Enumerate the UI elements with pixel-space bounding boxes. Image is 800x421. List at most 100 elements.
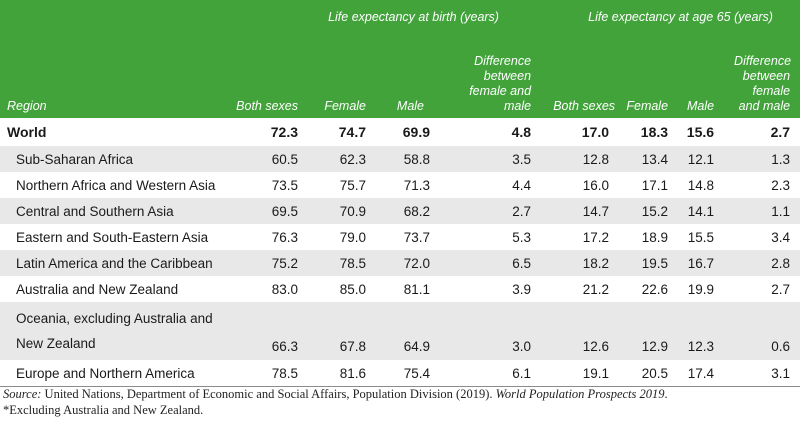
table-row: Europe and Northern America 78.5 81.6 75… xyxy=(0,360,800,387)
value-cell: 3.5 xyxy=(438,146,542,172)
value-cell: 17.4 xyxy=(676,360,723,387)
table-row: Eastern and South-Eastern Asia 76.3 79.0… xyxy=(0,224,800,250)
value-cell: 62.3 xyxy=(306,146,374,172)
value-cell: 12.9 xyxy=(617,302,677,360)
value-cell: 67.8 xyxy=(306,302,374,360)
value-cell: 12.8 xyxy=(541,146,618,172)
region-cell: Central and Southern Asia xyxy=(0,198,236,224)
value-cell: 18.3 xyxy=(640,124,669,140)
region-cell: World xyxy=(7,124,47,140)
table-row: Oceania, excluding Australia and New Zea… xyxy=(0,302,800,360)
value-cell: 6.5 xyxy=(438,250,542,276)
value-cell: 79.0 xyxy=(339,229,366,245)
header-column-row: Region Both sexes Female Male Difference… xyxy=(0,34,800,118)
value-cell: 73.5 xyxy=(271,177,298,193)
value-cell: 75.2 xyxy=(236,250,306,276)
value-cell: 3.0 xyxy=(438,302,542,360)
value-cell: 3.1 xyxy=(722,360,800,387)
value-cell: 19.5 xyxy=(617,250,677,276)
value-cell: 60.5 xyxy=(236,146,306,172)
value-cell: 74.7 xyxy=(338,124,366,140)
table-row: Australia and New Zealand 83.0 85.0 81.1… xyxy=(0,276,800,302)
value-cell: 78.5 xyxy=(236,360,306,387)
value-cell: 18.2 xyxy=(541,250,618,276)
footnote: *Excluding Australia and New Zealand. xyxy=(3,403,204,417)
value-cell: 81.6 xyxy=(306,360,374,387)
value-cell: 14.1 xyxy=(676,198,723,224)
value-cell: 81.1 xyxy=(403,281,430,297)
table-notes: Source: United Nations, Department of Ec… xyxy=(3,386,668,418)
value-cell: 22.6 xyxy=(641,281,669,297)
value-cell: 15.6 xyxy=(686,124,715,140)
value-cell: 14.8 xyxy=(687,177,715,193)
value-cell: 78.5 xyxy=(306,250,374,276)
value-cell: 6.1 xyxy=(438,360,542,387)
value-cell: 17.2 xyxy=(582,229,610,245)
value-cell: 21.2 xyxy=(582,281,610,297)
col-header-diff-birth: Difference between female and male xyxy=(438,34,542,118)
value-cell: 20.5 xyxy=(617,360,677,387)
value-cell: 19.9 xyxy=(687,281,715,297)
source-end: . xyxy=(664,387,668,401)
region-cell: Northern Africa and Western Asia xyxy=(16,177,216,193)
life-expectancy-table: Life expectancy at birth (years) Life ex… xyxy=(0,0,800,387)
region-cell: Australia and New Zealand xyxy=(16,281,179,297)
value-cell: 85.0 xyxy=(339,281,366,297)
value-cell: 1.1 xyxy=(722,198,800,224)
value-cell: 72.3 xyxy=(270,124,298,140)
value-cell: 3.9 xyxy=(512,281,532,297)
source-title: World Population Prospects 2019 xyxy=(495,387,665,401)
value-cell: 4.8 xyxy=(511,124,532,140)
group-header-age65: Life expectancy at age 65 (years) xyxy=(541,0,800,34)
region-cell: Europe and Northern America xyxy=(0,360,236,387)
value-cell: 17.1 xyxy=(641,177,669,193)
value-cell: 14.7 xyxy=(541,198,618,224)
table-row: Northern Africa and Western Asia 73.5 75… xyxy=(0,172,800,198)
value-cell: 12.6 xyxy=(541,302,618,360)
value-cell: 75.4 xyxy=(374,360,438,387)
value-cell: 69.9 xyxy=(402,124,430,140)
table-row: Central and Southern Asia 69.5 70.9 68.2… xyxy=(0,198,800,224)
value-cell: 12.1 xyxy=(676,146,723,172)
table-row-world: World 72.3 74.7 69.9 4.8 17.0 18.3 15.6 … xyxy=(0,118,800,146)
col-header-diff-65: Difference between female and male xyxy=(722,34,800,118)
value-cell: 16.7 xyxy=(676,250,723,276)
region-cell: Oceania, excluding Australia and New Zea… xyxy=(0,302,236,360)
value-cell: 71.3 xyxy=(403,177,430,193)
value-cell: 13.4 xyxy=(617,146,677,172)
col-header-both-65: Both sexes xyxy=(541,34,618,118)
col-header-female-65: Female xyxy=(617,34,677,118)
source-text: United Nations, Department of Economic a… xyxy=(41,387,496,401)
group-header-birth: Life expectancy at birth (years) xyxy=(236,0,542,34)
value-cell: 64.9 xyxy=(374,302,438,360)
value-cell: 0.6 xyxy=(722,302,800,360)
col-header-female-birth: Female xyxy=(306,34,374,118)
region-cell: Latin America and the Caribbean xyxy=(0,250,236,276)
value-cell: 76.3 xyxy=(271,229,298,245)
value-cell: 2.7 xyxy=(438,198,542,224)
value-cell: 2.7 xyxy=(770,124,791,140)
value-cell: 70.9 xyxy=(306,198,374,224)
value-cell: 75.7 xyxy=(339,177,366,193)
value-cell: 4.4 xyxy=(512,177,532,193)
value-cell: 83.0 xyxy=(271,281,298,297)
value-cell: 18.9 xyxy=(641,229,669,245)
col-header-both-birth: Both sexes xyxy=(236,34,306,118)
value-cell: 12.3 xyxy=(676,302,723,360)
table-row: Latin America and the Caribbean 75.2 78.… xyxy=(0,250,800,276)
source-label: Source: xyxy=(3,387,42,401)
value-cell: 68.2 xyxy=(374,198,438,224)
value-cell: 3.4 xyxy=(771,229,791,245)
value-cell: 2.3 xyxy=(771,177,791,193)
value-cell: 16.0 xyxy=(582,177,610,193)
value-cell: 5.3 xyxy=(512,229,532,245)
col-header-region: Region xyxy=(0,34,236,118)
table-row: Sub-Saharan Africa 60.5 62.3 58.8 3.5 12… xyxy=(0,146,800,172)
value-cell: 69.5 xyxy=(236,198,306,224)
value-cell: 58.8 xyxy=(374,146,438,172)
value-cell: 72.0 xyxy=(374,250,438,276)
value-cell: 1.3 xyxy=(722,146,800,172)
value-cell: 19.1 xyxy=(541,360,618,387)
source-note: Source: United Nations, Department of Ec… xyxy=(3,386,668,402)
value-cell: 2.8 xyxy=(722,250,800,276)
